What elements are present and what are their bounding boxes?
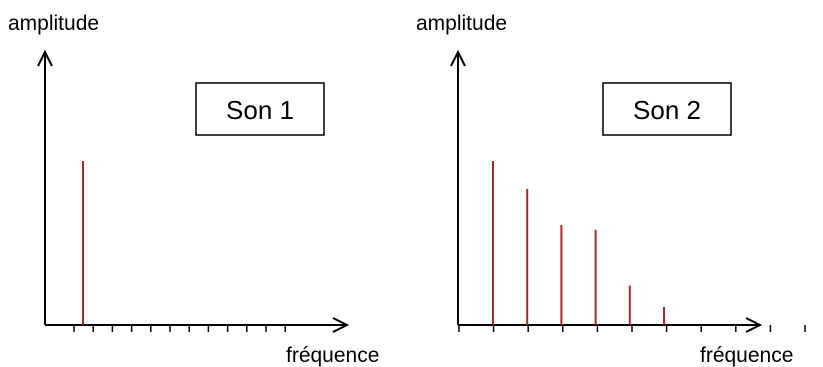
chart-son-1: amplitude fréquence Son 1 (8, 12, 379, 367)
y-axis-arrow-icon (450, 49, 466, 67)
title-box (195, 82, 325, 136)
y-axis-label: amplitude (8, 12, 99, 35)
chart-title: Son 2 (633, 95, 701, 125)
x-axis-ticks (458, 325, 806, 332)
y-axis-arrow-icon (37, 49, 53, 67)
x-axis-arrow-icon (745, 317, 763, 333)
chart-son-2: amplitude fréquence Son 2 (416, 12, 806, 367)
spectrum-lines (492, 161, 665, 325)
y-axis-label: amplitude (416, 12, 507, 35)
x-axis-ticks (73, 325, 286, 332)
x-axis-label: fréquence (286, 344, 379, 367)
chart-title: Son 1 (226, 95, 294, 125)
x-axis-arrow-icon (332, 317, 350, 333)
title-box (602, 82, 732, 136)
x-axis-label: fréquence (700, 344, 793, 367)
